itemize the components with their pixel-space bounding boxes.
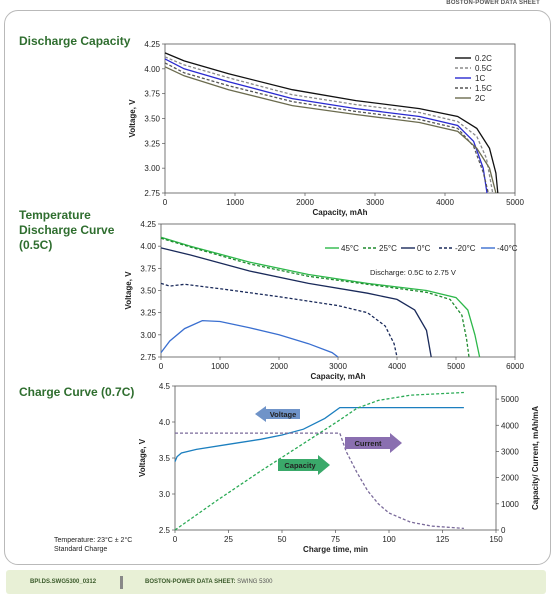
x-tick-label: 5000: [447, 362, 465, 371]
legend-label: 1.5C: [475, 84, 492, 93]
y-axis-label: Voltage, V: [124, 271, 133, 310]
voltage-arrow-label: Voltage: [270, 410, 297, 419]
x-tick-label: 150: [489, 535, 503, 544]
y-tick-label: 4.25: [140, 220, 156, 229]
legend-label: 25°C: [379, 244, 397, 253]
standard-charge-note: Standard Charge: [54, 546, 108, 553]
series-line-2C: [164, 66, 497, 194]
footer-separator: [120, 576, 123, 589]
chart2-title: Temperature Discharge Curve (0.5C): [19, 208, 115, 252]
y-tick-label: 3.5: [159, 454, 171, 463]
y-tick-label: 4.0: [159, 418, 171, 427]
legend-label: -20°C: [455, 244, 476, 253]
x-tick-label: 3000: [366, 198, 384, 207]
y-tick-label: 3.75: [140, 264, 156, 273]
legend-label: 0°C: [417, 244, 431, 253]
legend-label: 0.2C: [475, 54, 492, 63]
x-tick-label: 0: [163, 198, 168, 207]
voltage-arrow: [255, 406, 300, 422]
series-line-0.2C: [164, 52, 499, 194]
footer-title-text: BOSTON-POWER DATA SHEET:: [145, 579, 236, 585]
chart1-plot-area: [164, 43, 516, 194]
chart3-title: Charge Curve (0.7C): [19, 385, 135, 399]
y-tick-label: 3.75: [144, 90, 160, 99]
x-tick-label: 0: [173, 535, 178, 544]
y-tick-label: 4.25: [144, 40, 160, 49]
y2-axis-label: Capacity/ Current, mAh/mA: [531, 406, 540, 510]
y2-tick-label: 0: [501, 526, 506, 535]
x-tick-label: 50: [278, 535, 287, 544]
y2-tick-label: 4000: [501, 421, 519, 430]
series-line-45C: [160, 236, 481, 358]
y-tick-label: 4.5: [159, 382, 171, 391]
x-tick-label: 75: [331, 535, 340, 544]
y-tick-label: 2.5: [159, 526, 171, 535]
x-tick-label: 4000: [388, 362, 406, 371]
y-tick-label: 4.00: [140, 242, 156, 251]
series-line-0C: [160, 247, 432, 358]
footer-title: BOSTON-POWER DATA SHEET: SWING 5300: [145, 579, 272, 585]
x-tick-label: 100: [382, 535, 396, 544]
x-tick-label: 3000: [329, 362, 347, 371]
y-tick-label: 4.00: [144, 65, 160, 74]
x-tick-label: 1000: [211, 362, 229, 371]
legend-label: 45°C: [341, 244, 359, 253]
y-tick-label: 2.75: [144, 189, 160, 198]
series-line-0.5C: [164, 56, 494, 194]
series-line--20C: [160, 282, 398, 358]
current-arrow: [345, 433, 402, 453]
x-tick-label: 4000: [436, 198, 454, 207]
y-tick-label: 3.00: [144, 164, 160, 173]
x-tick-label: 1000: [226, 198, 244, 207]
x-tick-label: 0: [159, 362, 164, 371]
y2-tick-label: 3000: [501, 447, 519, 456]
x-tick-label: 2000: [296, 198, 314, 207]
x-axis-label: Charge time, min: [303, 545, 368, 554]
y-axis-label: Voltage, V: [128, 99, 137, 138]
y-tick-label: 3.25: [144, 139, 160, 148]
series-line-Current: [175, 432, 464, 530]
y-tick-label: 3.0: [159, 490, 171, 499]
y2-tick-label: 1000: [501, 500, 519, 509]
legend-label: 1C: [475, 74, 485, 83]
x-tick-label: 6000: [506, 362, 524, 371]
y-axis-label: Voltage, V: [138, 438, 147, 477]
y2-tick-label: 5000: [501, 395, 519, 404]
capacity-arrow-label: Capacity: [284, 461, 316, 470]
y-tick-label: 3.50: [140, 287, 156, 296]
chart2-annotation: Discharge: 0.5C to 2.75 V: [370, 268, 456, 277]
x-axis-label: Capacity, mAh: [311, 372, 366, 381]
footer-model: SWING 5300: [237, 579, 273, 585]
x-tick-label: 25: [224, 535, 233, 544]
x-tick-label: 2000: [270, 362, 288, 371]
current-arrow-label: Current: [354, 439, 382, 448]
x-tick-label: 125: [436, 535, 450, 544]
legend-label: -40°C: [497, 244, 518, 253]
series-line-25C: [160, 237, 470, 358]
y-tick-label: 3.00: [140, 331, 156, 340]
series-line--40C: [160, 319, 339, 358]
temperature-note: Temperature: 23°C ± 2°C: [54, 537, 133, 544]
chart1-title: Discharge Capacity: [19, 34, 131, 48]
y-tick-label: 2.75: [140, 353, 156, 362]
legend-label: 0.5C: [475, 64, 492, 73]
y2-tick-label: 2000: [501, 474, 519, 483]
capacity-arrow: [278, 455, 330, 475]
footer-doc-id: BPI.DS.SWG5300_0312: [30, 579, 97, 585]
series-line-Voltage: [174, 406, 464, 462]
x-axis-label: Capacity, mAh: [313, 208, 368, 217]
series-line-1C: [164, 58, 488, 194]
x-tick-label: 5000: [506, 198, 524, 207]
legend-label: 2C: [475, 94, 485, 103]
chart2-plot-area: [160, 223, 516, 358]
y-tick-label: 3.50: [144, 115, 160, 124]
y-tick-label: 3.25: [140, 309, 156, 318]
footer-bar: [6, 570, 546, 594]
header-title: BOSTON-POWER DATA SHEET: [446, 0, 540, 6]
